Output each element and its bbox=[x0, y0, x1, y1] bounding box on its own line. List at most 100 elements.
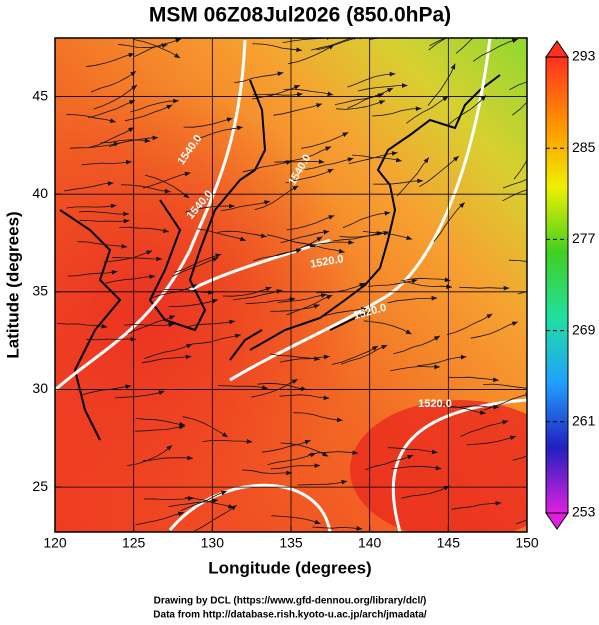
streamline-arrow bbox=[174, 53, 181, 58]
streamline-arrow bbox=[107, 181, 114, 186]
streamline-arrow bbox=[479, 410, 486, 415]
streamline bbox=[135, 425, 185, 432]
streamline bbox=[141, 356, 192, 364]
streamline bbox=[502, 189, 527, 202]
streamline bbox=[516, 519, 527, 525]
streamline bbox=[69, 142, 120, 149]
y-tick-label: 40 bbox=[32, 185, 48, 201]
x-tick-label: 130 bbox=[201, 535, 225, 551]
streamline bbox=[262, 439, 311, 453]
streamline bbox=[373, 180, 423, 185]
streamline bbox=[242, 160, 292, 173]
x-tick-label: 120 bbox=[43, 535, 67, 551]
streamline-arrow bbox=[413, 31, 419, 36]
streamline-arrow bbox=[128, 127, 135, 133]
streamline bbox=[365, 454, 414, 471]
streamline-arrow bbox=[183, 192, 190, 199]
streamline bbox=[446, 95, 487, 127]
streamline bbox=[252, 43, 303, 51]
streamline bbox=[251, 84, 301, 100]
streamline-arrow bbox=[407, 454, 414, 460]
streamline-arrow bbox=[173, 98, 179, 104]
streamline-arrow bbox=[511, 321, 518, 326]
streamline bbox=[144, 343, 193, 359]
y-axis-label: Latitude (degrees) bbox=[3, 211, 22, 358]
streamline-arrow bbox=[378, 100, 385, 105]
streamline bbox=[495, 38, 498, 40]
streamline-arrow bbox=[459, 202, 465, 208]
streamline-arrow bbox=[341, 479, 348, 485]
streamline bbox=[142, 172, 191, 189]
streamline bbox=[513, 158, 527, 180]
streamline bbox=[342, 212, 391, 229]
streamline-arrow bbox=[144, 138, 151, 143]
streamline-arrow bbox=[342, 132, 349, 137]
x-tick-label: 145 bbox=[437, 535, 461, 551]
streamline bbox=[387, 297, 438, 304]
streamline-arrow bbox=[149, 274, 155, 280]
streamline bbox=[270, 465, 321, 470]
streamline-arrow bbox=[323, 395, 330, 401]
streamline-arrow bbox=[435, 465, 442, 471]
streamline-arrow bbox=[187, 455, 193, 461]
y-tick-label: 30 bbox=[32, 380, 48, 396]
streamline-arrow bbox=[539, 77, 544, 83]
streamline-arrow bbox=[186, 343, 193, 349]
streamline bbox=[333, 231, 383, 242]
streamline-arrow bbox=[328, 215, 335, 220]
colorbar-tick-label: 285 bbox=[572, 139, 596, 155]
streamline-arrow bbox=[229, 319, 235, 325]
streamline bbox=[279, 394, 330, 399]
streamline bbox=[448, 376, 499, 381]
streamline bbox=[451, 502, 502, 510]
colorbar-min bbox=[545, 512, 569, 530]
streamline bbox=[283, 88, 334, 96]
streamline bbox=[267, 452, 317, 466]
streamline bbox=[185, 205, 235, 213]
streamline bbox=[317, 308, 367, 319]
streamline-arrow bbox=[383, 231, 390, 236]
streamline-arrow bbox=[442, 96, 449, 102]
contour-label: 1520.0 bbox=[418, 398, 452, 410]
streamline-arrow bbox=[460, 354, 467, 360]
streamline bbox=[470, 321, 518, 339]
streamline bbox=[86, 338, 137, 341]
plot-area bbox=[55, 18, 544, 532]
streamline-arrow bbox=[262, 385, 268, 390]
streamline bbox=[316, 282, 366, 294]
streamline-arrow bbox=[323, 229, 330, 235]
streamline-arrow bbox=[314, 463, 321, 469]
streamline-arrow bbox=[168, 322, 175, 328]
streamline-arrow bbox=[125, 384, 132, 389]
credit: Data from http://database.rish.kyoto-u.a… bbox=[153, 610, 427, 621]
streamline bbox=[251, 378, 298, 398]
streamline-arrow bbox=[191, 284, 198, 289]
streamline-arrow bbox=[162, 228, 169, 233]
x-axis-label: Longitude (degrees) bbox=[208, 558, 371, 577]
streamline bbox=[185, 320, 236, 328]
streamline-arrow bbox=[446, 284, 452, 289]
streamline-arrow bbox=[296, 92, 303, 97]
y-tick-label: 35 bbox=[32, 283, 48, 299]
streamline bbox=[143, 457, 193, 462]
streamline bbox=[508, 259, 527, 262]
streamline-arrow bbox=[211, 298, 218, 304]
streamline-arrow bbox=[371, 345, 378, 351]
streamline bbox=[168, 299, 219, 307]
streamline bbox=[119, 226, 169, 233]
streamline-arrow bbox=[434, 364, 440, 370]
streamline-arrow bbox=[509, 435, 516, 441]
streamline-arrow bbox=[381, 345, 388, 350]
streamline bbox=[406, 95, 449, 124]
streamline bbox=[316, 38, 358, 51]
streamline-arrow bbox=[285, 160, 292, 165]
streamline bbox=[252, 93, 303, 96]
streamline-arrow bbox=[395, 157, 402, 163]
streamline bbox=[121, 184, 171, 193]
streamline bbox=[217, 230, 267, 238]
streamline-arrow bbox=[486, 18, 491, 24]
streamline-arrow bbox=[286, 470, 292, 476]
streamline-arrow bbox=[158, 390, 165, 395]
